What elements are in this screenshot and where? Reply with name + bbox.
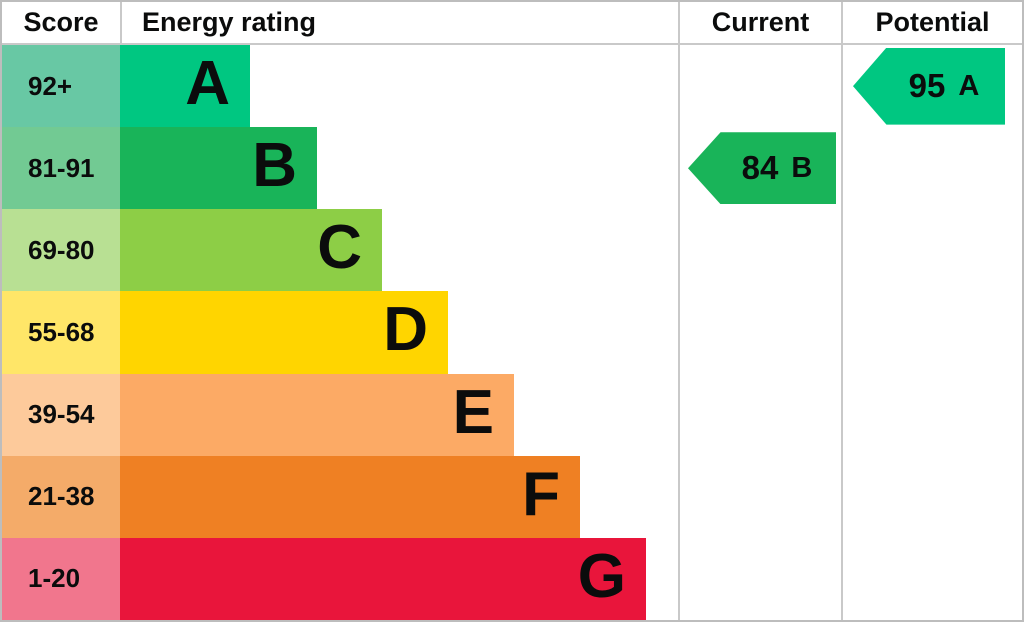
band-row-b: 81-91 B xyxy=(2,127,1022,210)
band-bar-c: C xyxy=(120,209,382,292)
potential-column-divider xyxy=(841,2,843,620)
band-bar-d: D xyxy=(120,291,448,374)
band-bar-f: F xyxy=(120,455,580,538)
band-row-a: 92+ A xyxy=(2,45,1022,128)
band-letter-g: G xyxy=(577,541,626,611)
band-letter-e: E xyxy=(452,377,494,447)
band-row-e: 39-54 E xyxy=(2,373,1022,456)
energy-rating-header: Energy rating xyxy=(142,7,317,37)
current-rating-letter: B xyxy=(791,151,813,184)
band-bar-e: E xyxy=(120,373,514,456)
current-rating-arrow: 84 B xyxy=(688,132,836,205)
current-rating-value: 84 xyxy=(741,149,779,187)
current-column-divider xyxy=(678,2,680,620)
potential-header: Potential xyxy=(875,7,990,37)
potential-rating-letter: A xyxy=(958,69,980,102)
score-range-c: 69-80 xyxy=(2,209,120,292)
potential-rating-value: 95 xyxy=(908,67,946,105)
score-range-b: 81-91 xyxy=(2,127,120,210)
band-bar-b: B xyxy=(120,127,317,210)
band-letter-c: C xyxy=(317,213,362,283)
band-row-g: 1-20 G xyxy=(2,537,1022,620)
score-header: Score xyxy=(23,7,99,37)
score-range-f: 21-38 xyxy=(2,455,120,538)
score-header-divider xyxy=(120,2,122,43)
score-range-a: 92+ xyxy=(2,45,120,128)
band-row-d: 55-68 D xyxy=(2,291,1022,374)
band-letter-d: D xyxy=(383,295,428,365)
band-letter-b: B xyxy=(252,131,297,201)
bands: 92+ A 81-91 B 69-80 C 55-68 D 39-54 E 21-38 F 1-20 G xyxy=(2,45,1022,620)
band-row-f: 21-38 F xyxy=(2,455,1022,538)
band-row-c: 69-80 C xyxy=(2,209,1022,292)
band-letter-f: F xyxy=(522,459,560,529)
score-range-g: 1-20 xyxy=(2,537,120,620)
band-letter-a: A xyxy=(185,49,230,119)
potential-rating-arrow: 95 A xyxy=(853,47,1005,125)
chart-header: Score Energy rating Current Potential xyxy=(2,2,1022,45)
score-range-d: 55-68 xyxy=(2,291,120,374)
band-bar-g: G xyxy=(120,537,646,620)
band-bar-a: A xyxy=(120,45,250,128)
current-header: Current xyxy=(711,7,810,37)
score-range-e: 39-54 xyxy=(2,373,120,456)
